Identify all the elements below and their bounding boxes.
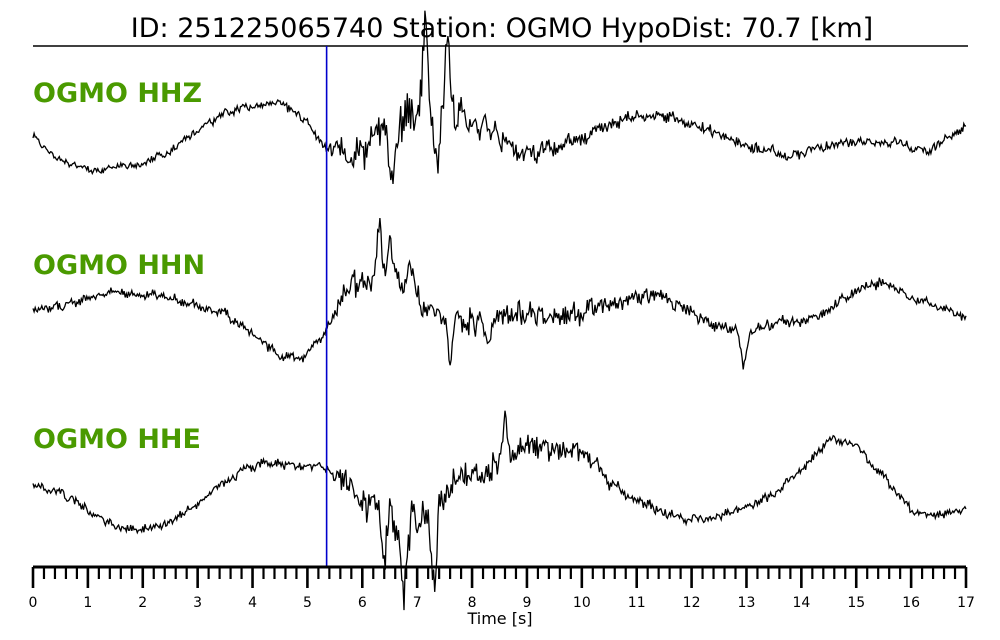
x-tick-label: 13 <box>738 595 756 611</box>
trace-ogmo-hhn <box>32 218 967 370</box>
x-tick-label: 14 <box>792 595 810 611</box>
x-tick-label: 11 <box>628 595 646 611</box>
x-tick-label: 15 <box>847 595 865 611</box>
x-tick-label: 0 <box>29 595 38 611</box>
channel-labels-group: OGMO HHZ OGMO HHN OGMO HHE <box>33 78 205 455</box>
x-tick-label: 6 <box>358 595 367 611</box>
x-tick-label: 12 <box>683 595 701 611</box>
trace-ogmo-hhz <box>32 10 967 184</box>
trace-ogmo-hhe <box>32 410 967 611</box>
x-tick-label: 8 <box>468 595 477 611</box>
x-tick-label: 3 <box>193 595 202 611</box>
x-tick-label: 16 <box>902 595 920 611</box>
traces-group <box>32 10 967 611</box>
channel-label-ogmo-hhe: OGMO HHE <box>33 424 201 455</box>
x-axis: 0 1 2 3 4 5 6 7 8 9 10 11 12 13 14 15 16 17 <box>29 565 975 611</box>
x-tick-label: 5 <box>303 595 312 611</box>
x-tick-label: 7 <box>413 595 422 611</box>
x-tick-label: 4 <box>248 595 257 611</box>
x-tick-label: 9 <box>522 595 531 611</box>
channel-label-ogmo-hhn: OGMO HHN <box>33 250 205 281</box>
x-tick-label: 2 <box>138 595 147 611</box>
chart-title: ID: 251225065740 Station: OGMO HypoDist:… <box>131 13 873 44</box>
x-axis-label: Time [s] <box>466 609 532 628</box>
x-tick-label: 1 <box>83 595 92 611</box>
x-tick-label: 17 <box>957 595 975 611</box>
channel-label-ogmo-hhz: OGMO HHZ <box>33 78 202 109</box>
x-tick-label: 10 <box>573 595 591 611</box>
